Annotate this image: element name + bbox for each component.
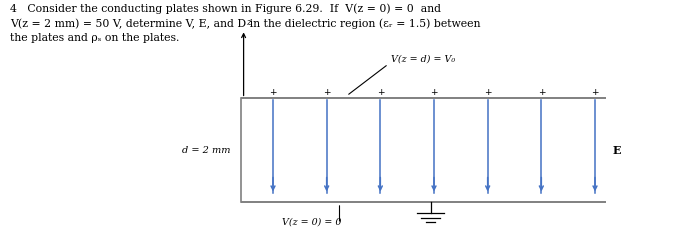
Text: d = 2 mm: d = 2 mm bbox=[183, 146, 231, 154]
Text: V(z = d) = V₀: V(z = d) = V₀ bbox=[391, 55, 455, 64]
Text: +: + bbox=[377, 88, 384, 97]
Text: +: + bbox=[323, 88, 330, 97]
Text: z: z bbox=[246, 18, 251, 27]
Text: +: + bbox=[592, 88, 598, 97]
Text: V(z = 0) = 0: V(z = 0) = 0 bbox=[282, 217, 341, 226]
Text: 4   Consider the conducting plates shown in Figure 6.29.  If  V(z = 0) = 0  and
: 4 Consider the conducting plates shown i… bbox=[10, 4, 481, 43]
Text: +: + bbox=[538, 88, 545, 97]
Text: +: + bbox=[270, 88, 276, 97]
Text: +: + bbox=[430, 88, 438, 97]
Text: E: E bbox=[612, 145, 621, 155]
Text: +: + bbox=[484, 88, 491, 97]
